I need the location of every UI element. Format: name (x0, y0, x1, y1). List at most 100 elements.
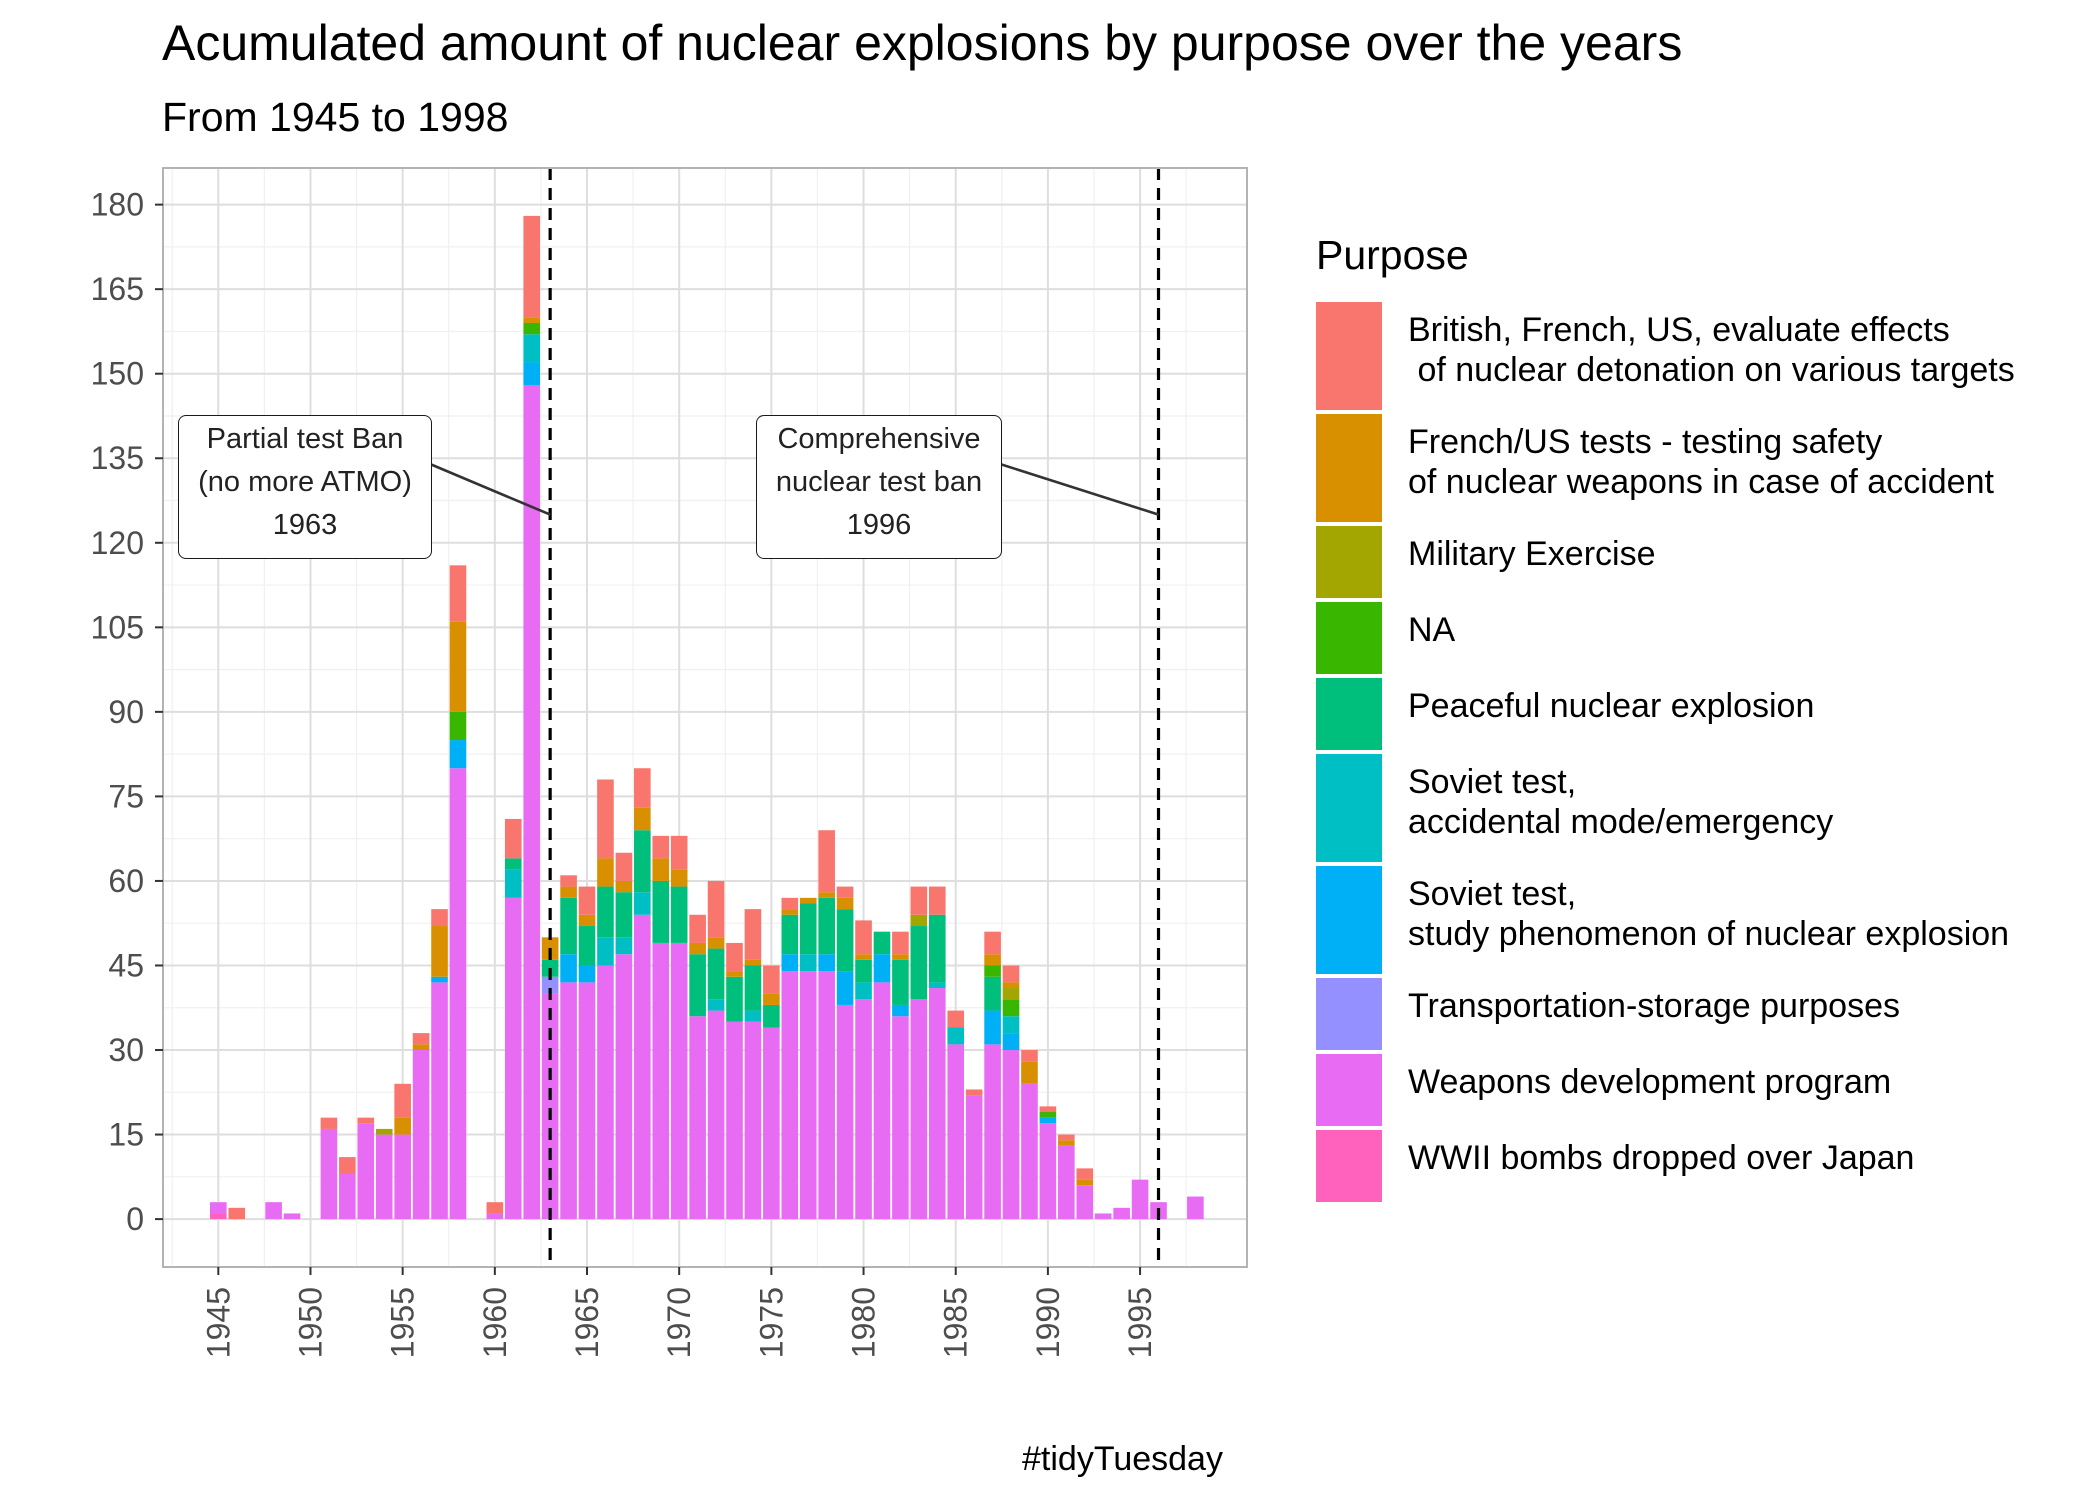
bar-segment (726, 942, 743, 972)
bar-segment (228, 1207, 246, 1220)
x-tick-label: 1965 (569, 1287, 605, 1358)
bar-segment (523, 384, 541, 1220)
bar-segment (818, 892, 835, 898)
bar-segment (1076, 1179, 1094, 1186)
bar-segment (578, 914, 596, 927)
bar-segment (431, 926, 448, 977)
bar-segment (339, 1157, 356, 1175)
legend-item: NA (1316, 602, 2086, 678)
bar-segment (763, 993, 780, 1005)
bar-segment (578, 982, 596, 1220)
bar-segment (357, 1117, 375, 1124)
bar-segment (965, 1089, 983, 1096)
bar-segment (855, 959, 872, 983)
bar-segment (320, 1128, 338, 1220)
bar-segment (504, 869, 522, 898)
bar-segment (873, 954, 891, 983)
bar-segment (597, 965, 614, 1220)
y-tick-label: 120 (91, 525, 144, 561)
y-tick-label: 75 (108, 778, 144, 814)
bar-segment (910, 914, 928, 927)
legend-swatch (1316, 678, 1382, 750)
bar-segment (339, 1174, 356, 1220)
bar-segment (744, 909, 762, 960)
y-tick-label: 45 (108, 947, 144, 983)
bar-segment (670, 942, 688, 1220)
legend-item: Weapons development program (1316, 1054, 2086, 1130)
bar-segment (873, 931, 891, 955)
bar-segment (892, 1016, 909, 1220)
bar-segment (707, 880, 725, 938)
bar-segment (707, 1010, 725, 1220)
bar-segment (652, 858, 670, 881)
bar-segment (707, 999, 725, 1011)
bar-segment (615, 954, 633, 1220)
y-tick-label: 180 (91, 187, 144, 223)
bar-segment (799, 971, 817, 1220)
bar-segment (560, 897, 577, 955)
bar-segment (836, 886, 854, 898)
bar-segment (394, 1117, 411, 1135)
bar-segment (523, 215, 541, 318)
bar-segment (1131, 1179, 1149, 1220)
legend-swatch (1316, 414, 1382, 522)
bar-segment (504, 858, 522, 870)
bar-segment (984, 931, 1001, 955)
bar-segment (560, 875, 577, 887)
legend-label: Soviet test, study phenomenon of nuclear… (1408, 875, 2010, 953)
bar-segment (1021, 1050, 1038, 1062)
legend-swatch (1316, 1054, 1382, 1126)
legend-swatch (1316, 302, 1382, 410)
y-tick-label: 60 (108, 863, 144, 899)
bar-segment (578, 965, 596, 983)
bar-segment (394, 1083, 411, 1118)
bar-segment (763, 965, 780, 994)
bar-segment (283, 1213, 301, 1220)
bar-segment (634, 914, 651, 1220)
x-tick-label: 1950 (292, 1287, 328, 1358)
bar-segment (855, 982, 872, 1000)
y-tick-label: 0 (126, 1201, 144, 1237)
bar-segment (449, 621, 467, 712)
x-tick-label: 1975 (753, 1287, 789, 1358)
legend-label: Soviet test, accidental mode/emergency (1408, 763, 1834, 841)
legend-label: Weapons development program (1408, 1063, 1892, 1101)
legend-swatch (1316, 866, 1382, 974)
bar-segment (818, 954, 835, 972)
bar-segment (431, 976, 448, 983)
bar-segment (670, 886, 688, 943)
bar-segment (412, 1044, 430, 1051)
bar-segment (707, 948, 725, 1000)
bar-segment (1002, 965, 1020, 983)
bar-segment (504, 818, 522, 859)
bar-segment (799, 897, 817, 904)
caption: #tidyTuesday (1022, 1440, 1223, 1478)
x-tick-label: 1970 (661, 1287, 697, 1358)
y-tick-label: 90 (108, 694, 144, 730)
bar-segment (855, 920, 872, 955)
legend-label: WWII bombs dropped over Japan (1408, 1139, 1915, 1177)
bar-segment (670, 835, 688, 870)
bar-segment (431, 982, 448, 1220)
bar-segment (726, 971, 743, 977)
bar-segment (763, 1027, 780, 1220)
bar-segment (1076, 1168, 1094, 1180)
bar-segment (1021, 1083, 1038, 1220)
bar-segment (818, 897, 835, 955)
bar-segment (210, 1202, 227, 1214)
bar-segment (781, 954, 799, 972)
legend-item: Peaceful nuclear explosion (1316, 678, 2086, 754)
bar-segment (431, 909, 448, 927)
bar-segment (873, 982, 891, 1220)
bar-segment (836, 897, 854, 910)
annotation-callout: Partial test Ban (no more ATMO) 1963 (178, 415, 432, 559)
bar-segment (1021, 1061, 1038, 1084)
legend-swatch (1316, 602, 1382, 674)
bar-segment (634, 892, 651, 915)
bar-segment (910, 886, 928, 915)
bar-segment (947, 1027, 965, 1045)
bar-segment (320, 1117, 338, 1129)
bar-segment (523, 317, 541, 323)
x-tick-label: 1955 (385, 1287, 421, 1358)
x-tick-label: 1980 (846, 1287, 882, 1358)
